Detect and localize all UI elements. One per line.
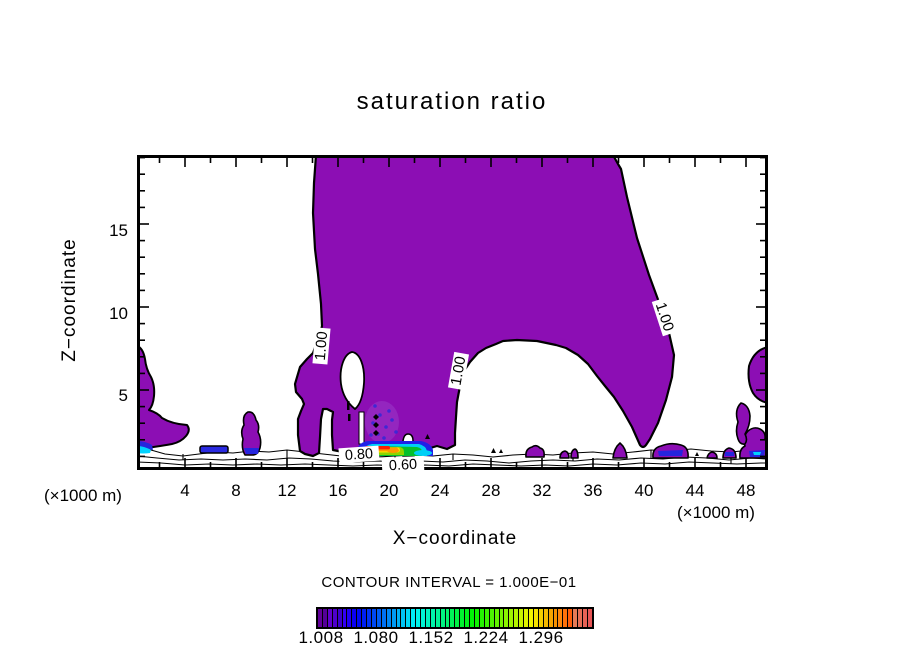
colorbar-stripe <box>563 609 568 627</box>
colorbar-stripe <box>450 609 455 627</box>
colorbar-stripe <box>528 609 533 627</box>
contour-label-100-center: 1.00 <box>448 351 470 390</box>
chart-title: saturation ratio <box>356 88 548 115</box>
x-tick-label: 8 <box>231 481 241 500</box>
x-axis-label: X−coordinate <box>392 528 518 549</box>
colorbar-tick-label: 1.008 <box>298 628 344 647</box>
x-tick-label: 44 <box>685 481 705 500</box>
colorbar-stripe <box>553 609 558 627</box>
y-tick-label: 15 <box>109 221 128 240</box>
colorbar-stripe <box>430 609 435 627</box>
x-tick-label: 16 <box>328 481 348 500</box>
colorbar-stripe <box>342 609 347 627</box>
subsaturated-slit <box>358 411 365 445</box>
x-axis-unit: (×1000 m) <box>677 503 755 522</box>
svg-text:1.00: 1.00 <box>312 331 331 362</box>
colorbar-stripe <box>558 609 563 627</box>
colorbar-stripe <box>587 609 592 627</box>
colorbar-stripe <box>455 609 460 627</box>
x-tick-label: 4 <box>180 481 190 500</box>
colorbar-stripe <box>396 609 401 627</box>
colorbar-stripe <box>489 609 494 627</box>
colorbar-stripe <box>494 609 499 627</box>
colorbar-tick-label: 1.224 <box>463 628 509 647</box>
colorbar-stripe <box>470 609 474 627</box>
x-tick-label: 32 <box>532 481 552 500</box>
plot-frame <box>137 155 768 470</box>
colorbar-tick-label: 1.152 <box>408 628 454 647</box>
y-tick-label: 5 <box>118 386 128 405</box>
colorbar-stripe <box>421 609 425 627</box>
colorbar-stripe <box>465 609 470 627</box>
contour-plot: 1.00 1.00 1.00 0.80 0.60 <box>137 155 768 474</box>
colorbar-stripe <box>386 609 391 627</box>
micro-contour-marks <box>347 401 699 456</box>
contour-label-100-left: 1.00 <box>312 327 331 365</box>
saturated-patches <box>137 345 768 459</box>
colorbar-stripe <box>401 609 406 627</box>
colorbar-stripe <box>416 609 421 627</box>
colorbar-stripe <box>578 609 582 627</box>
y-tick-label: 10 <box>109 304 128 323</box>
colorbar-stripe <box>524 609 528 627</box>
colorbar-stripe <box>362 609 367 627</box>
colorbar-stripe <box>357 609 362 627</box>
x-tick-label: 12 <box>277 481 297 500</box>
x-tick-label: 36 <box>583 481 603 500</box>
colorbar-stripe <box>445 609 450 627</box>
colorbar-stripe <box>371 609 376 627</box>
colorbar-tick-label: 1.296 <box>518 628 564 647</box>
colorbar-stripe <box>514 609 519 627</box>
colorbar-stripe <box>573 609 578 627</box>
y-axis-unit: (×1000 m) <box>44 486 122 505</box>
contour-label-080: 0.80 <box>338 445 380 464</box>
colorbar-stripe <box>381 609 386 627</box>
colorbar-stripe <box>460 609 465 627</box>
colorbar-stripe <box>543 609 548 627</box>
colorbar-tick-label: 1.080 <box>353 628 399 647</box>
colorbar-stripe <box>435 609 440 627</box>
colorbar <box>316 607 594 629</box>
colorbar-stripe <box>479 609 484 627</box>
colorbar-stripe <box>327 609 332 627</box>
colorbar-stripe <box>509 609 514 627</box>
colorbar-stripe <box>533 609 538 627</box>
colorbar-stripe <box>582 609 587 627</box>
x-tick-label: 20 <box>379 481 399 500</box>
colorbar-stripe <box>411 609 416 627</box>
colorbar-stripe <box>475 609 479 627</box>
x-tick-label: 28 <box>481 481 501 500</box>
colorbar-stripe <box>499 609 504 627</box>
svg-text:0.60: 0.60 <box>389 457 418 474</box>
colorbar-stripe <box>352 609 357 627</box>
contour-interval-text: CONTOUR INTERVAL = 1.000E−01 <box>321 574 577 591</box>
colorbar-stripe <box>568 609 573 627</box>
colorbar-stripe <box>425 609 430 627</box>
colorbar-stripe <box>322 609 327 627</box>
colorbar-stripe <box>318 609 322 627</box>
colorbar-stripe <box>504 609 509 627</box>
colorbar-stripe <box>548 609 553 627</box>
x-tick-label: 24 <box>430 481 450 500</box>
colorbar-stripe <box>337 609 342 627</box>
colorbar-stripe <box>391 609 396 627</box>
saturated-region-main <box>293 155 676 458</box>
subsaturated-hole <box>339 351 365 411</box>
colorbar-stripe <box>347 609 352 627</box>
contour-label-060: 0.60 <box>381 455 425 474</box>
x-tick-label: 48 <box>736 481 756 500</box>
colorbar-stripe <box>376 609 381 627</box>
colorbar-stripe <box>406 609 411 627</box>
colorbar-stripe <box>519 609 524 627</box>
colorbar-stripe <box>538 609 543 627</box>
colorbar-stripe <box>484 609 489 627</box>
svg-text:0.80: 0.80 <box>344 446 373 464</box>
x-tick-label: 40 <box>634 481 654 500</box>
colorbar-stripe <box>332 609 337 627</box>
colorbar-stripe <box>440 609 445 627</box>
colorbar-stripe <box>367 609 371 627</box>
svg-text:1.00: 1.00 <box>448 355 470 387</box>
